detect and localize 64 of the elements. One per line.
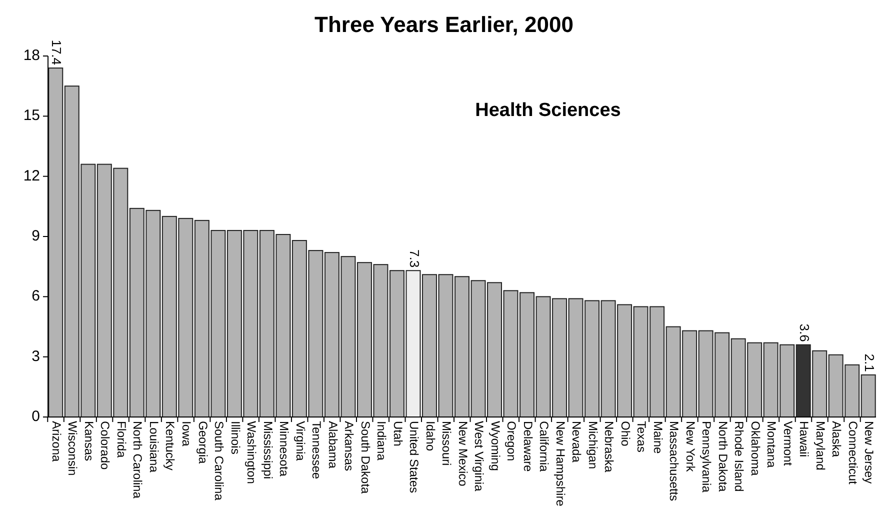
x-tick-label: Virginia [293, 421, 308, 462]
y-tick-label: 18 [23, 46, 40, 64]
x-tick-label: West Virginia [472, 421, 486, 492]
x-tick-label: Vermont [780, 421, 795, 466]
x-tick-label: Arizona [49, 421, 64, 462]
x-tick-label: Ohio [618, 421, 632, 447]
x-tick-label: Massachusetts [667, 421, 682, 502]
y-tick-label: 6 [32, 288, 40, 305]
x-tick-label: Washington [244, 421, 259, 484]
data-label: 17.4 [49, 40, 64, 66]
x-tick-label: Tennessee [310, 421, 324, 480]
y-tick-label: 15 [23, 107, 40, 124]
x-tick-label: Nevada [570, 421, 584, 463]
x-tick-label: Wyoming [488, 421, 502, 471]
y-tick-label: 0 [32, 408, 40, 425]
x-tick-label: Michigan [586, 421, 600, 470]
x-tick-label: Connecticut [846, 421, 860, 486]
x-tick-label: Utah [390, 421, 405, 446]
x-tick-label: Mississippi [260, 421, 275, 480]
data-label: 2.1 [862, 354, 877, 372]
x-tick-label: Delaware [520, 421, 535, 472]
chart-title: Three Years Earlier, 2000 [314, 12, 574, 37]
x-tick-label: Colorado [98, 421, 112, 470]
x-tick-label: New York [683, 421, 698, 473]
x-tick-label: Wisconsin [66, 421, 80, 476]
x-tick-label: California [537, 421, 552, 472]
x-tick-label: South Carolina [212, 421, 226, 501]
x-tick-label: North Carolina [130, 421, 145, 499]
data-label: 3.6 [796, 324, 812, 342]
x-tick-label: Iowa [180, 421, 194, 447]
x-tick-label: Nebraska [602, 421, 616, 473]
x-tick-label: Louisiana [146, 421, 161, 473]
x-tick-label: Alaska [830, 421, 844, 458]
x-tick-label: Oklahoma [748, 421, 762, 476]
y-tick-label: 3 [32, 348, 40, 365]
x-tick-label: Indiana [374, 421, 389, 461]
y-tick-label: 9 [32, 227, 40, 244]
x-tick-label: Hawaii [797, 421, 812, 458]
x-tick-label: Rhode Island [732, 421, 746, 492]
x-tick-label: Kentucky [163, 421, 178, 470]
x-tick-label: Maryland [813, 421, 828, 470]
x-tick-label: Illinois [228, 421, 242, 454]
y-tick-label: 12 [23, 167, 40, 184]
data-label: 7.3 [406, 250, 422, 268]
x-tick-label: Texas [634, 421, 649, 452]
x-tick-label: North Dakota [716, 421, 730, 492]
x-tick-label: Georgia [196, 421, 210, 464]
x-tick-label: New Mexico [456, 421, 470, 487]
x-tick-label: Missouri [440, 421, 454, 466]
x-tick-label: Florida [114, 421, 128, 458]
x-tick-label: Minnesota [277, 421, 292, 477]
annotation: Health Sciences [475, 100, 621, 121]
x-tick-label: New Hampshire [553, 421, 568, 507]
x-tick-label: New Jersey [862, 421, 876, 484]
x-tick-label: Oregon [504, 421, 519, 462]
x-tick-label: Maine [650, 421, 665, 454]
x-tick-label: Kansas [82, 421, 96, 462]
x-tick-label: Arkansas [342, 421, 356, 472]
x-tick-label: United States [407, 421, 422, 494]
x-tick-label: Alabama [326, 421, 340, 469]
x-tick-label: South Dakota [358, 421, 372, 494]
x-tick-label: Montana [764, 421, 779, 468]
x-tick-label: Idaho [423, 421, 438, 452]
x-tick-label: Pennsylvania [700, 421, 714, 493]
